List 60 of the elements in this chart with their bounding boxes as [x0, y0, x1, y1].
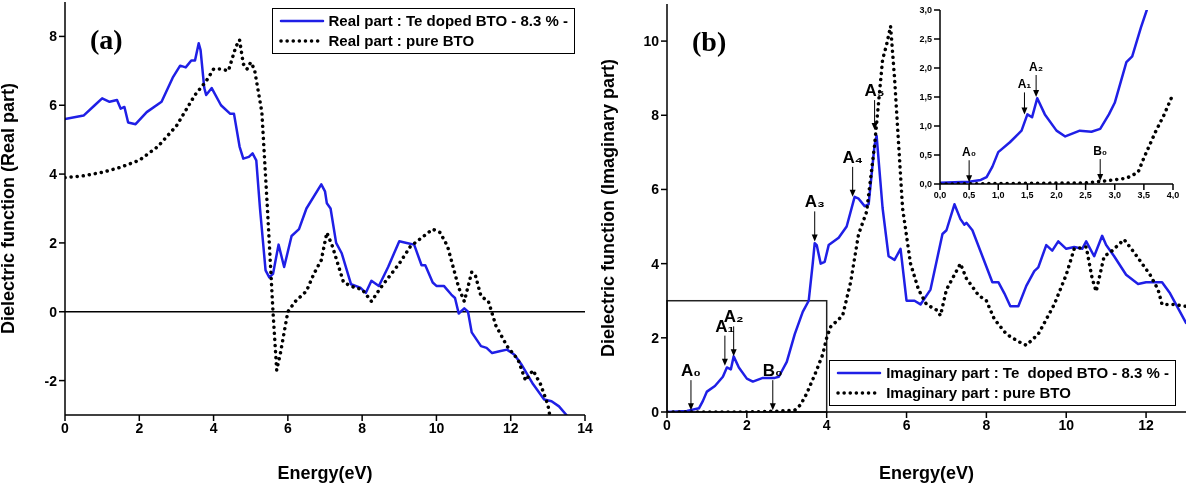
x-axis-title: Energy(eV)	[277, 463, 373, 483]
x-tick-label: 4,0	[1166, 190, 1180, 201]
y-tick-label: 2,5	[919, 34, 932, 45]
annotation: A₂	[1029, 60, 1044, 74]
y-tick-label: -2	[44, 372, 58, 389]
x-tick-label: 3,0	[1108, 190, 1122, 201]
y-axis-title: Dielectric function (Imaginary part)	[598, 58, 619, 358]
y-tick-label: 1,0	[919, 121, 932, 132]
y-tick-label: 8	[49, 28, 58, 45]
annotation: (a)	[90, 24, 123, 56]
x-tick-label: 1,0	[991, 190, 1005, 201]
x-tick-label: 6	[283, 419, 292, 436]
y-tick-label: 6	[49, 97, 58, 114]
x-tick-label: 0,5	[962, 190, 976, 201]
annotation: A₄	[842, 147, 863, 167]
annotation: A₀	[962, 145, 977, 160]
x-tick-label: 8	[358, 419, 367, 436]
x-tick-label: 0,0	[933, 190, 947, 201]
x-tick-label: 4	[822, 416, 831, 433]
annotation: A₀	[680, 361, 701, 381]
x-axis-title: Energy(eV)	[878, 463, 975, 483]
legend-label: Imaginary part : Te doped BTO - 8.3 % -	[886, 363, 1169, 383]
y-tick-label: 4	[651, 255, 660, 272]
x-tick-label: 0	[61, 419, 70, 436]
y-tick-label: 0	[49, 303, 58, 320]
x-tick-label: 2	[742, 416, 751, 433]
legend-label: Imaginary part : pure BTO	[886, 383, 1071, 403]
y-tick-label: 2,0	[919, 63, 932, 74]
x-tick-label: 12	[1138, 416, 1155, 433]
annotation: B₀	[762, 361, 783, 381]
y-tick-label: 2	[651, 329, 660, 346]
x-tick-label: 2	[135, 419, 144, 436]
annotation: B₀	[1093, 144, 1108, 159]
y-tick-label: 4	[49, 166, 58, 183]
x-tick-label: 10	[1058, 416, 1075, 433]
y-tick-label: 1,5	[919, 92, 932, 103]
y-axis-title: Dielectric function (Real part)	[0, 82, 19, 335]
x-tick-label: 10	[428, 419, 445, 436]
x-tick-label: 8	[982, 416, 991, 433]
x-tick-label: 2,0	[1050, 190, 1063, 201]
annotation: A₁	[1017, 77, 1032, 92]
y-tick-label: 0,5	[919, 150, 932, 161]
annotation: (b)	[692, 26, 727, 58]
x-tick-label: 4	[209, 419, 218, 436]
x-tick-label: 12	[502, 419, 519, 436]
x-tick-label: 2,5	[1079, 190, 1092, 201]
y-tick-label: 10	[643, 33, 660, 50]
x-tick-label: 14	[577, 419, 593, 436]
x-tick-label: 0	[663, 416, 672, 433]
y-tick-label: 0,0	[919, 179, 932, 190]
y-tick-label: 0	[651, 403, 660, 420]
y-tick-label: 2	[49, 234, 58, 251]
y-tick-label: 8	[651, 107, 660, 124]
annotation: A₃	[804, 192, 825, 212]
x-tick-label: 3,5	[1137, 190, 1151, 201]
x-tick-label: 1,5	[1021, 190, 1034, 201]
legend-label: Real part : pure BTO	[328, 31, 475, 51]
x-tick-label: 6	[902, 416, 911, 433]
y-tick-label: 3,0	[919, 5, 932, 16]
legend-label: Real part : Te doped BTO - 8.3 % -	[328, 11, 568, 31]
